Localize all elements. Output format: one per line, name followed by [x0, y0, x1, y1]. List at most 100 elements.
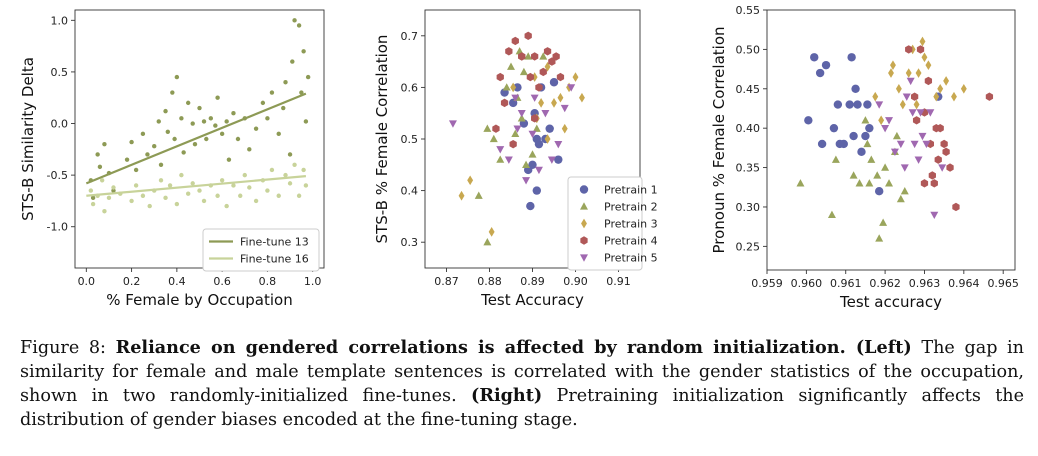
data-point-pretrain-3: [538, 98, 545, 108]
y-axis-label: Pronoun % Female Correlation: [710, 27, 728, 254]
data-point-fine-tune-16: [238, 193, 243, 198]
data-point-pretrain-5: [567, 84, 576, 92]
data-point-pretrain-3: [913, 99, 920, 110]
legend: Pretrain 1 Pretrain 2 Pretrain 3 Pretrain 4…: [567, 176, 658, 271]
data-point-fine-tune-13: [124, 157, 130, 162]
series-pretrain-4: [492, 31, 565, 149]
data-point-fine-tune-16: [167, 183, 173, 188]
data-point-pretrain-1: [857, 147, 866, 157]
legend-box: [202, 228, 320, 272]
data-point-pretrain-3: [572, 72, 579, 82]
data-point-fine-tune-16: [88, 188, 94, 193]
data-point-pretrain-2: [896, 194, 905, 203]
series-fine-tune-13: [88, 18, 311, 201]
data-point-fine-tune-16: [296, 193, 302, 198]
series-fine-tune-16: [88, 162, 309, 214]
data-point-fine-tune-13: [192, 141, 198, 147]
data-point-pretrain-2: [900, 187, 909, 195]
data-point-pretrain-2: [861, 116, 870, 124]
x-tick-label: 0.6: [213, 275, 231, 288]
data-point-pretrain-2: [879, 218, 888, 226]
data-point-fine-tune-16: [190, 181, 195, 186]
data-point-pretrain-2: [827, 210, 836, 218]
data-point-pretrain-4: [934, 155, 942, 164]
data-point-pretrain-3: [899, 99, 906, 110]
data-point-fine-tune-16: [265, 188, 270, 193]
y-tick-label: -0.5: [47, 169, 68, 182]
data-point-fine-tune-13: [265, 116, 270, 121]
data-point-pretrain-3: [909, 44, 916, 55]
data-point-pretrain-3: [872, 91, 879, 102]
data-point-pretrain-1: [804, 116, 813, 125]
data-point-pretrain-5: [900, 164, 909, 172]
data-point-pretrain-4: [543, 47, 552, 56]
data-point-pretrain-2: [885, 179, 894, 187]
data-point-pretrain-4: [912, 116, 921, 125]
y-tick-label: 0.0: [51, 118, 69, 131]
data-point-pretrain-3: [551, 98, 557, 108]
data-point-fine-tune-13: [102, 141, 107, 147]
data-point-fine-tune-13: [276, 131, 281, 137]
data-point-fine-tune-16: [219, 178, 225, 183]
data-point-fine-tune-13: [283, 80, 288, 85]
caption-label: Figure 8:: [20, 338, 106, 358]
data-point-pretrain-4: [526, 72, 534, 82]
data-point-fine-tune-13: [305, 74, 311, 80]
data-point-pretrain-4: [531, 114, 539, 123]
legend-label-pretrain-2: Pretrain 2: [604, 201, 658, 214]
data-point-fine-tune-13: [129, 139, 134, 145]
data-point-fine-tune-13: [90, 195, 96, 201]
data-point-fine-tune-13: [185, 100, 191, 106]
data-point-pretrain-2: [865, 179, 874, 187]
data-point-pretrain-5: [885, 117, 894, 125]
x-tick-label: 0.90: [563, 275, 588, 288]
legend-box: [567, 176, 643, 271]
data-point-pretrain-3: [888, 68, 894, 78]
data-point-fine-tune-16: [201, 198, 207, 204]
data-point-pretrain-4: [511, 36, 519, 46]
data-point-fine-tune-16: [215, 193, 220, 198]
data-point-pretrain-4: [535, 83, 543, 92]
data-point-pretrain-5: [547, 156, 556, 164]
data-point-pretrain-2: [502, 83, 511, 91]
data-point-pretrain-4: [556, 72, 565, 82]
data-point-pretrain-5: [906, 77, 915, 86]
data-point-fine-tune-16: [269, 167, 275, 173]
data-point-pretrain-1: [865, 123, 874, 133]
data-point-fine-tune-16: [253, 198, 259, 204]
data-point-pretrain-5: [522, 177, 531, 185]
data-point-fine-tune-13: [201, 119, 207, 124]
legend-label-pretrain-4: Pretrain 4: [604, 235, 658, 248]
data-point-fine-tune-13: [226, 157, 232, 162]
data-point-pretrain-4: [500, 98, 509, 108]
data-point-fine-tune-16: [129, 198, 134, 204]
plot-frame: [766, 9, 1016, 271]
data-point-pretrain-1: [829, 123, 839, 133]
y-axis-label: STS-B % Female Correlation: [373, 35, 391, 244]
legend-swatch-pretrain-4: [580, 236, 588, 245]
data-point-pretrain-5: [541, 110, 550, 118]
caption-bold-title: Reliance on gendered correlations is aff…: [115, 337, 912, 358]
x-tick-label: 0.8: [259, 275, 277, 288]
legend-swatch-pretrain-3: [581, 218, 587, 229]
data-point-fine-tune-13: [197, 105, 202, 111]
data-point-pretrain-3: [919, 36, 926, 47]
data-point-pretrain-4: [910, 92, 919, 101]
data-point-pretrain-3: [458, 190, 465, 201]
data-point-pretrain-2: [524, 52, 533, 60]
x-axis-label: Test accuracy: [839, 293, 942, 311]
data-point-fine-tune-16: [276, 193, 281, 198]
data-point-pretrain-5: [504, 156, 513, 164]
x-tick-label: 0.962: [869, 277, 901, 290]
data-point-fine-tune-16: [185, 191, 191, 196]
data-point-pretrain-2: [528, 150, 537, 158]
data-point-pretrain-1: [810, 53, 819, 62]
data-point-fine-tune-16: [99, 178, 105, 183]
data-point-pretrain-5: [930, 211, 939, 220]
data-point-pretrain-5: [875, 101, 884, 109]
data-point-fine-tune-16: [179, 172, 184, 178]
data-point-pretrain-1: [549, 78, 559, 87]
data-point-pretrain-2: [881, 163, 890, 171]
data-point-pretrain-5: [938, 164, 947, 172]
data-point-fine-tune-16: [247, 185, 252, 190]
